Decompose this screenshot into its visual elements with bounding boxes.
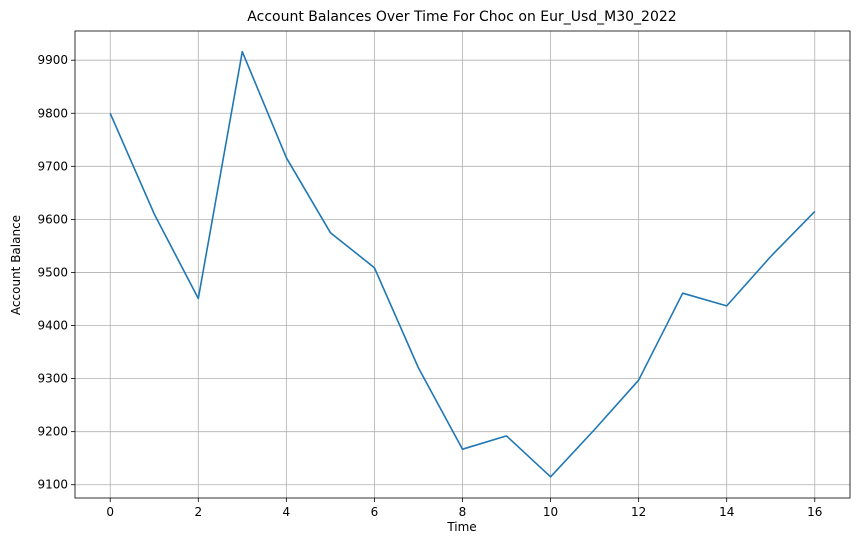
y-tick-label: 9300 — [37, 372, 68, 386]
x-tick-label: 8 — [459, 505, 467, 519]
y-tick-label: 9800 — [37, 106, 68, 120]
x-tick-label: 6 — [371, 505, 379, 519]
y-tick-label: 9100 — [37, 478, 68, 492]
x-tick-label: 10 — [543, 505, 558, 519]
y-tick-label: 9400 — [37, 319, 68, 333]
x-tick-label: 4 — [283, 505, 291, 519]
x-tick-label: 14 — [719, 505, 734, 519]
y-tick-label: 9200 — [37, 425, 68, 439]
x-axis-label: Time — [446, 520, 476, 534]
x-tick-label: 2 — [194, 505, 202, 519]
series-line — [109, 50, 816, 478]
grid — [75, 31, 850, 498]
y-axis-ticks: 9100 9200 9300 9400 9500 9600 9700 9800 9900 — [37, 53, 75, 492]
x-axis-ticks: 0 2 4 6 8 10 12 14 16 — [106, 498, 822, 519]
x-tick-label: 16 — [807, 505, 822, 519]
chart-title: Account Balances Over Time For Choc on E… — [247, 9, 676, 25]
y-tick-label: 9900 — [37, 53, 68, 67]
x-tick-label: 12 — [631, 505, 646, 519]
y-tick-label: 9500 — [37, 265, 68, 279]
y-axis-label: Account Balance — [9, 215, 23, 315]
y-tick-label: 9600 — [37, 212, 68, 226]
data-points — [110, 51, 815, 477]
y-tick-label: 9700 — [37, 159, 68, 173]
x-tick-label: 0 — [106, 505, 114, 519]
